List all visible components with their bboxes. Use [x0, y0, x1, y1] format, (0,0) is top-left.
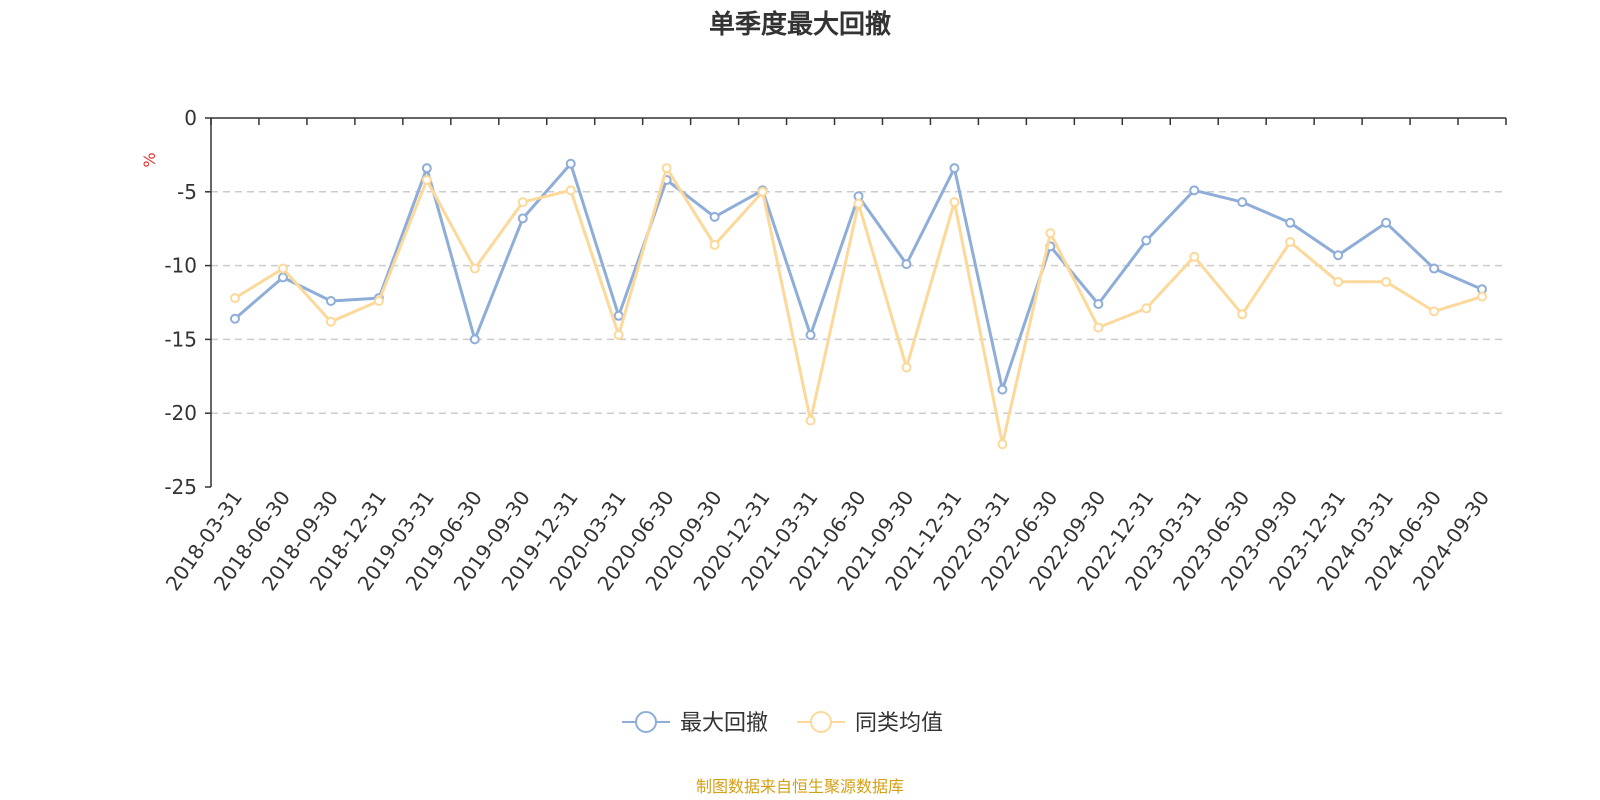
data-point [853, 198, 864, 209]
axes [205, 117, 1507, 488]
data-point [229, 313, 240, 324]
legend[interactable]: 最大回撤 同类均值 [622, 711, 943, 736]
y-tick-label: -15 [164, 327, 197, 351]
series-2 [229, 163, 1488, 450]
data-point [1429, 263, 1440, 274]
data-source-note: 制图数据来自恒生聚源数据库 [696, 777, 904, 796]
data-point [1141, 235, 1152, 246]
data-point [1477, 291, 1488, 302]
y-tick-label: -20 [164, 401, 197, 425]
data-point [517, 213, 528, 224]
data-point [613, 310, 624, 321]
data-point [949, 197, 960, 208]
y-axis-unit-label: % [140, 152, 159, 167]
y-tick-label: -25 [164, 475, 197, 499]
data-point [661, 163, 672, 174]
legend-label: 同类均值 [855, 711, 943, 736]
data-point [805, 415, 816, 426]
data-point [469, 334, 480, 345]
data-point [709, 211, 720, 222]
data-point [997, 439, 1008, 450]
data-point [1333, 276, 1344, 287]
data-point [997, 384, 1008, 395]
data-point [229, 293, 240, 304]
y-tick-labels: 0 -5 -10 -15 -20 -25 [164, 106, 197, 499]
data-point [277, 272, 288, 283]
series-1 [229, 158, 1488, 395]
data-point [1045, 228, 1056, 239]
data-point [613, 329, 624, 340]
data-point [325, 296, 336, 307]
data-point [1141, 303, 1152, 314]
data-point [373, 296, 384, 307]
data-point [709, 239, 720, 250]
data-point [1237, 197, 1248, 208]
data-point [277, 263, 288, 274]
y-tick-label: -10 [164, 254, 197, 278]
legend-item-2[interactable]: 同类均值 [797, 711, 943, 736]
data-point [1237, 309, 1248, 320]
data-point [901, 362, 912, 373]
data-point [421, 163, 432, 174]
chart-title: 单季度最大回撤 [709, 9, 891, 40]
data-point [517, 197, 528, 208]
data-point [1093, 298, 1104, 309]
legend-label: 最大回撤 [680, 711, 768, 736]
legend-marker [635, 711, 657, 733]
data-point [1381, 217, 1392, 228]
data-point [1093, 322, 1104, 333]
data-point [1429, 306, 1440, 317]
data-point [325, 316, 336, 327]
data-point [565, 185, 576, 196]
y-tick-label: -5 [177, 180, 197, 204]
x-tick-labels: 2018-03-312018-06-302018-09-302018-12-31… [161, 486, 1494, 595]
data-point [1189, 185, 1200, 196]
data-point [757, 186, 768, 197]
y-tick-label: 0 [184, 106, 197, 130]
data-point [469, 263, 480, 274]
data-point [949, 163, 960, 174]
data-point [1381, 276, 1392, 287]
series-line [234, 166, 1483, 446]
data-point [901, 259, 912, 270]
legend-marker [810, 711, 832, 733]
data-point [1189, 251, 1200, 262]
data-point [805, 329, 816, 340]
data-point [565, 158, 576, 169]
series-lines [229, 158, 1488, 450]
data-point [421, 174, 432, 185]
data-point [1285, 217, 1296, 228]
legend-item-1[interactable]: 最大回撤 [622, 711, 768, 736]
data-point [1333, 250, 1344, 261]
data-point [1285, 236, 1296, 247]
